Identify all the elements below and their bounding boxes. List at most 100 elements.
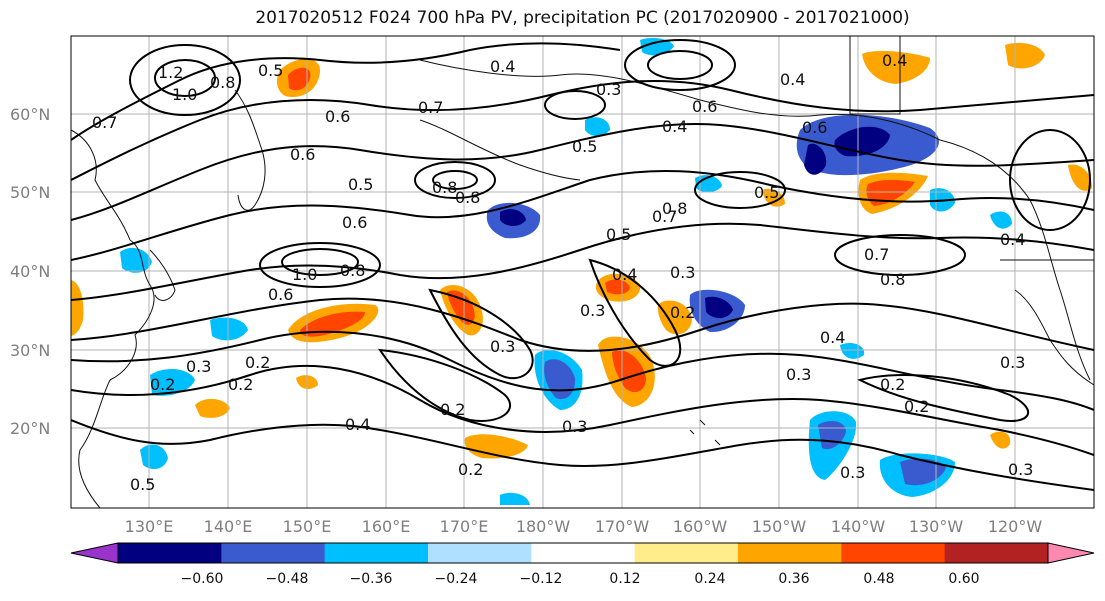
- lon-label: 170°E: [439, 517, 489, 536]
- contour-label: 1.0: [172, 85, 197, 104]
- contour-label: 0.6: [268, 285, 293, 304]
- colorbar-segment: [944, 543, 1049, 563]
- map-title: 2017020512 F024 700 hPa PV, precipitatio…: [255, 8, 910, 28]
- coastlines: [71, 36, 1094, 508]
- pv-contour: [71, 79, 1094, 181]
- contour-label: 0.2: [150, 375, 175, 394]
- contour-label: 0.8: [455, 188, 480, 207]
- contour-label: 0.6: [290, 145, 315, 164]
- pv-contour: [588, 258, 682, 367]
- precip-negative-area: [140, 444, 168, 470]
- pv-closed-contour: [259, 242, 381, 288]
- contour-labels: 1.2 1.0 0.8 0.7 0.6 0.5 0.4 0.3 0.2 0.4 …: [92, 51, 1033, 494]
- contour-label: 0.3: [1008, 460, 1033, 479]
- pv-closed-contour: [1009, 129, 1091, 231]
- pv-closed-contour: [624, 39, 736, 91]
- pv-contour: [71, 169, 1094, 261]
- pv-closed-contour: [432, 170, 478, 190]
- contour-label: 0.2: [880, 375, 905, 394]
- precip-negative-core: [500, 209, 526, 226]
- pv-contour: [71, 297, 1094, 352]
- contour-label: 0.8: [880, 270, 905, 289]
- contour-label: 0.3: [840, 463, 865, 482]
- precip-negative-area: [210, 317, 248, 341]
- lon-label: 140°E: [203, 517, 253, 536]
- colorbar-segment: [118, 543, 222, 563]
- colorbar-tick-label: 0.36: [778, 571, 810, 587]
- japan-coastline: [149, 249, 176, 301]
- colorbar-segment: [738, 543, 842, 563]
- pv-contour: [71, 364, 1094, 456]
- precip-negative-core: [705, 296, 733, 319]
- contour-label: 0.5: [130, 475, 155, 494]
- contour-label: 0.6: [342, 213, 367, 232]
- precip-negative-core: [900, 458, 946, 486]
- precip-positive-core: [300, 311, 365, 337]
- lon-label: 130°E: [124, 517, 174, 536]
- contour-label: 0.3: [596, 80, 621, 99]
- pv-closed-contour: [544, 90, 606, 120]
- lon-label: 170°W: [594, 517, 650, 536]
- contour-label: 0.8: [210, 73, 235, 92]
- contour-label: 0.4: [345, 415, 370, 434]
- contour-label: 0.4: [780, 70, 805, 89]
- lon-label: 150°E: [282, 517, 332, 536]
- aleutian-islands: [419, 119, 581, 181]
- contour-label: 0.5: [754, 183, 779, 202]
- precip-positive-area: [195, 398, 230, 418]
- contour-label: 0.3: [1000, 353, 1025, 372]
- colorbar-tick-label: 0.24: [694, 571, 726, 587]
- lon-label: 120°W: [987, 517, 1043, 536]
- precip-positive-core: [447, 290, 475, 325]
- pv-contour: [71, 330, 1094, 411]
- precip-positive-core: [612, 350, 646, 393]
- colorbar-tick-label: 0.12: [609, 571, 641, 587]
- precip-positive-area: [1068, 164, 1092, 191]
- pv-contour: [71, 123, 1094, 221]
- asia-coastline: [71, 129, 155, 508]
- pv-closed-contour: [834, 234, 966, 276]
- colorbar-segment: [841, 543, 946, 563]
- colorbar-segment: [634, 543, 739, 563]
- lon-label: 180°W: [515, 517, 571, 536]
- lat-label: 50°N: [10, 183, 51, 202]
- contour-label: 1.0: [292, 265, 317, 284]
- lon-label: 130°W: [908, 517, 964, 536]
- colorbar-extend-low: [70, 542, 119, 564]
- contour-label: 0.4: [820, 328, 845, 347]
- pv-closed-contour: [129, 44, 241, 116]
- precip-negative-area: [804, 143, 827, 175]
- colorbar-tick-label: −0.12: [519, 571, 563, 587]
- contour-label: 0.2: [458, 460, 483, 479]
- contour-label: 0.7: [418, 98, 443, 117]
- pv-contour: [71, 42, 621, 141]
- colorbar-tick-label: −0.60: [180, 571, 224, 587]
- colorbar-segment: [324, 543, 429, 563]
- kamchatka-coastline: [234, 89, 266, 211]
- precip-positive-core: [866, 180, 915, 206]
- pv-closed-contour: [154, 59, 216, 97]
- contour-label: 1.2: [158, 63, 183, 82]
- precip-positive-area: [71, 280, 84, 336]
- contour-label: 0.7: [864, 245, 889, 264]
- colorbar-segment: [531, 543, 636, 563]
- contour-label: 0.6: [325, 107, 350, 126]
- contour-label: 0.6: [692, 97, 717, 116]
- contour-label: 0.5: [606, 225, 631, 244]
- colorbar-tick-label: −0.36: [349, 571, 393, 587]
- colorbar: [70, 542, 1095, 564]
- precip-positive-area: [862, 51, 930, 84]
- contour-label: 0.4: [490, 57, 515, 76]
- contour-label: 0.8: [432, 178, 457, 197]
- lat-label: 60°N: [10, 105, 51, 124]
- contour-label: 0.2: [904, 397, 929, 416]
- pv-contour: [71, 419, 1094, 491]
- contour-label: 0.2: [440, 400, 465, 419]
- contour-label: 0.8: [662, 199, 687, 218]
- precip-negative-area: [990, 211, 1012, 229]
- colorbar-tick-label: 0.60: [948, 571, 980, 587]
- contour-label: 0.7: [652, 207, 677, 226]
- contour-label: 0.2: [228, 375, 253, 394]
- map-frame: [70, 35, 1095, 509]
- contour-label: 0.4: [882, 51, 907, 70]
